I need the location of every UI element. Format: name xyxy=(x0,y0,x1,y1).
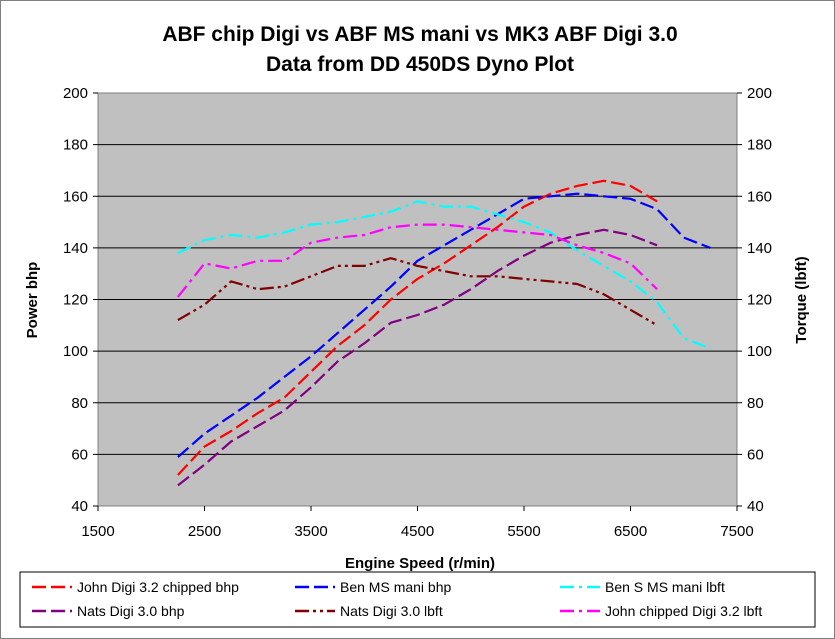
y-tick-label: 100 xyxy=(63,343,88,360)
x-tick-label: 6500 xyxy=(614,523,647,540)
y-tick-label: 60 xyxy=(71,446,88,463)
series-line-0 xyxy=(177,179,658,476)
y2-tick-label: 200 xyxy=(747,85,772,102)
legend-label-3: Nats Digi 3.0 bhp xyxy=(77,603,185,619)
y2-tick-label: 40 xyxy=(747,498,764,515)
y2-tick-label: 180 xyxy=(747,137,772,154)
legend-label-0: John Digi 3.2 chipped bhp xyxy=(77,579,239,595)
series-line-5 xyxy=(177,223,658,298)
x-tick-label: 7500 xyxy=(720,523,753,540)
x-tick-label: 3500 xyxy=(294,523,327,540)
y2-tick-label: 60 xyxy=(747,446,764,463)
y-tick-label: 120 xyxy=(63,292,88,309)
x-tick-label: 2500 xyxy=(188,523,221,540)
series-line-2 xyxy=(177,200,711,350)
gridlines xyxy=(98,144,737,455)
legend-box xyxy=(19,571,816,628)
y-tick-label: 140 xyxy=(63,240,88,257)
y-tick-label: 40 xyxy=(71,498,88,515)
legend: John Digi 3.2 chipped bhp Ben MS mani bhp… xyxy=(32,579,762,619)
x-tick-label: 5500 xyxy=(507,523,540,540)
legend-label-4: Nats Digi 3.0 lbft xyxy=(340,603,443,619)
y-axis-title-right: Torque (lbft) xyxy=(793,256,810,343)
y-tick-label: 160 xyxy=(63,188,88,205)
x-axis-title: Engine Speed (r/min) xyxy=(345,555,495,572)
chart-title: ABF chip Digi vs ABF MS mani vs MK3 ABF … xyxy=(162,23,677,46)
legend-label-1: Ben MS mani bhp xyxy=(340,579,451,595)
x-tick-label: 4500 xyxy=(401,523,434,540)
y2-tick-label: 120 xyxy=(747,292,772,309)
y-tick-label: 80 xyxy=(71,395,88,412)
legend-label-2: Ben S MS mani lbft xyxy=(605,579,725,595)
y2-tick-label: 160 xyxy=(747,188,772,205)
y2-tick-label: 80 xyxy=(747,395,764,412)
series-line-4 xyxy=(177,257,658,327)
y-axis-title-left: Power bhp xyxy=(24,262,41,339)
y2-tick-label: 140 xyxy=(747,240,772,257)
chart-subtitle: Data from DD 450DS Dyno Plot xyxy=(266,53,574,76)
legend-label-5: John chipped Digi 3.2 lbft xyxy=(605,603,762,619)
tick-labels: 1500 2500 3500 4500 5500 6500 7500 40 60 80 100 120… xyxy=(63,85,772,540)
y-tick-label: 200 xyxy=(63,85,88,102)
series-line-3 xyxy=(177,228,658,487)
y-tick-label: 180 xyxy=(63,137,88,154)
y2-tick-label: 100 xyxy=(747,343,772,360)
series-layer xyxy=(177,179,711,487)
x-tick-label: 1500 xyxy=(81,523,114,540)
